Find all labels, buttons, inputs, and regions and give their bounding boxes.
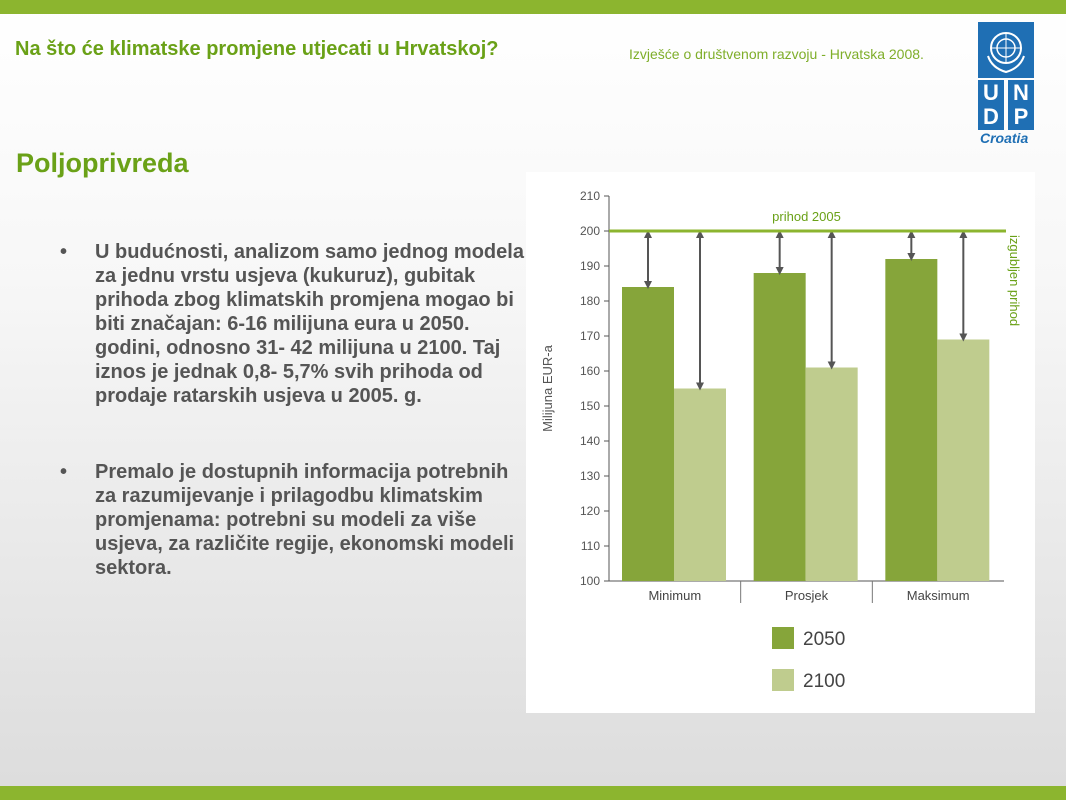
legend-label-2050: 2050: [803, 629, 845, 650]
x-category-label: Prosjek: [785, 588, 829, 603]
bottom-accent-bar: [0, 786, 1066, 800]
logo-letter-p: P: [1008, 104, 1034, 130]
logo-letter-n: N: [1008, 80, 1034, 106]
bar-2100: [937, 339, 990, 581]
logo-letter-u: U: [978, 80, 1004, 106]
bar-2050: [622, 287, 674, 581]
y-tick-label: 100: [580, 574, 600, 588]
logo-letter-d: D: [978, 104, 1004, 130]
chart-canvas: 100 110 120 130 140 150 160 170 180 190 200 210 Mili…: [540, 189, 1022, 692]
y-tick-label: 120: [580, 504, 600, 518]
y-tick-label: 160: [580, 364, 600, 378]
bullet-list: • U budućnosti, analizom samo jednog mod…: [60, 240, 528, 580]
bullet-text: U budućnosti, analizom samo jednog model…: [95, 241, 524, 407]
report-subtitle: Izvješće o društvenom razvoju - Hrvatska…: [629, 46, 924, 62]
logo-country: Croatia: [980, 130, 1029, 146]
y-tick-label: 110: [581, 539, 600, 553]
y-tick-label: 140: [580, 434, 600, 448]
bullet-item: • U budućnosti, analizom samo jednog mod…: [60, 240, 528, 408]
bullet-icon: •: [60, 461, 68, 483]
x-category-label: Minimum: [648, 588, 701, 603]
un-emblem-icon: [978, 22, 1034, 78]
top-accent-bar: [0, 0, 1066, 14]
undp-logo: U N D P Croatia: [978, 22, 1034, 146]
bullet-icon: •: [60, 241, 68, 263]
bar-2050: [885, 259, 938, 581]
reference-line-label: prihod 2005: [772, 209, 841, 224]
x-category-label: Maksimum: [907, 588, 970, 603]
legend-swatch-2050: [772, 627, 794, 649]
income-loss-chart: 100 110 120 130 140 150 160 170 180 190 200 210 Mili…: [526, 172, 1035, 713]
y-axis-label: Milijuna EUR-a: [540, 344, 555, 431]
loss-label: izgubljen prihod: [1007, 235, 1022, 326]
y-tick-label: 130: [580, 469, 600, 483]
legend-swatch-2100: [772, 669, 794, 691]
section-title: Poljoprivreda: [16, 148, 189, 178]
page-title: Na što će klimatske promjene utjecati u …: [15, 38, 499, 60]
y-tick-label: 150: [580, 399, 600, 413]
bar-2100: [805, 367, 858, 581]
y-tick-label: 180: [580, 294, 600, 308]
bar-2050: [753, 273, 806, 581]
bullet-item: • Premalo je dostupnih informacija potre…: [60, 460, 528, 580]
y-tick-label: 170: [580, 329, 600, 343]
bullet-text: Premalo je dostupnih informacija potrebn…: [95, 461, 515, 579]
bar-2100: [674, 388, 726, 581]
legend-label-2100: 2100: [803, 671, 845, 692]
y-tick-label: 200: [580, 224, 600, 238]
y-tick-label: 210: [580, 189, 600, 203]
y-tick-label: 190: [580, 259, 600, 273]
